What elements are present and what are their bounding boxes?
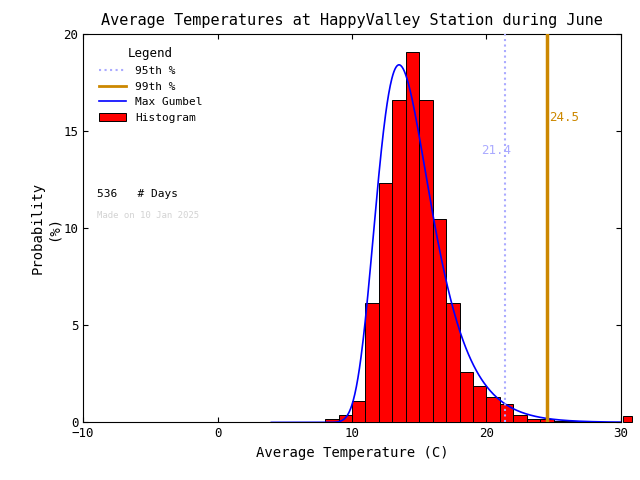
Bar xyxy=(513,415,527,422)
Bar xyxy=(623,416,632,422)
Legend: 95th %, 99th %, Max Gumbel, Histogram: 95th %, 99th %, Max Gumbel, Histogram xyxy=(94,43,207,127)
Bar xyxy=(392,100,406,422)
Bar xyxy=(339,415,352,422)
Text: Made on 10 Jan 2025: Made on 10 Jan 2025 xyxy=(97,211,199,219)
Bar xyxy=(352,401,365,422)
Bar xyxy=(325,419,339,422)
Bar xyxy=(540,419,554,422)
Bar xyxy=(446,303,460,422)
Bar xyxy=(406,52,419,422)
Bar xyxy=(473,386,486,422)
Bar xyxy=(554,420,567,422)
Text: 24.5: 24.5 xyxy=(550,111,580,124)
Bar xyxy=(460,372,473,422)
Y-axis label: Probability
(%): Probability (%) xyxy=(30,182,61,274)
X-axis label: Average Temperature (C): Average Temperature (C) xyxy=(256,446,448,460)
Text: 21.4: 21.4 xyxy=(481,144,511,157)
Bar xyxy=(500,404,513,422)
Bar xyxy=(567,420,580,422)
Bar xyxy=(419,100,433,422)
Bar xyxy=(379,183,392,422)
Bar xyxy=(527,419,540,422)
Bar xyxy=(486,397,500,422)
Title: Average Temperatures at HappyValley Station during June: Average Temperatures at HappyValley Stat… xyxy=(101,13,603,28)
Bar xyxy=(433,219,446,422)
Text: 536   # Days: 536 # Days xyxy=(97,189,178,199)
Bar xyxy=(365,303,379,422)
